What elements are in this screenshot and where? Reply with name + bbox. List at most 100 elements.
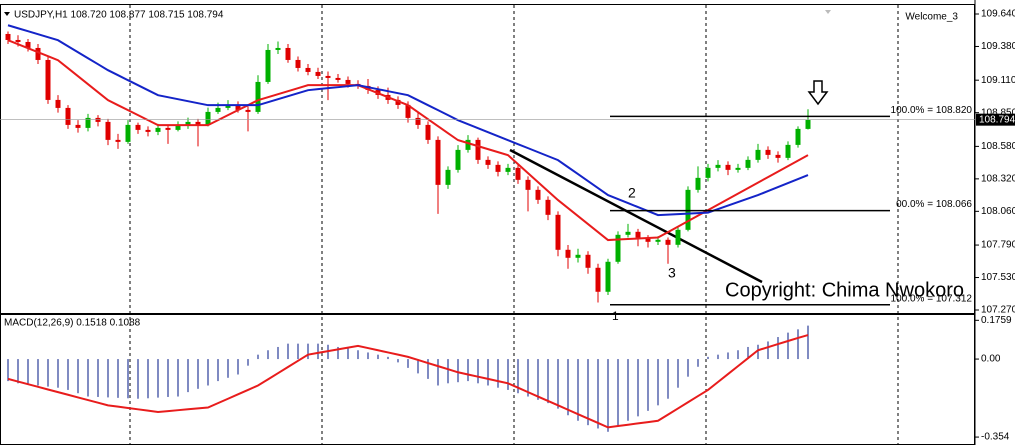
candle-body	[265, 49, 271, 82]
candle-body	[545, 199, 551, 215]
candle-body	[15, 39, 21, 42]
candle-body	[475, 139, 481, 160]
wave-label: 3	[668, 265, 676, 281]
signal-line	[7, 334, 809, 429]
y-tick-label: 0.1759	[981, 315, 1012, 326]
symbol-header: USDJPY,H1 108.720 108.877 108.715 108.79…	[14, 10, 224, 21]
candle-body	[125, 124, 131, 142]
candle-body	[425, 124, 431, 140]
candle-body	[745, 159, 751, 168]
candle-body	[645, 237, 651, 242]
candle-body	[495, 164, 501, 172]
y-tick-label: 108.060	[981, 206, 1015, 217]
candle-body	[25, 41, 31, 48]
candle-body	[315, 71, 321, 76]
scroll-marker	[825, 10, 831, 14]
candle-body	[655, 239, 661, 242]
candle-body	[405, 104, 411, 118]
candle-body	[715, 164, 721, 168]
y-tick-label: 107.530	[981, 272, 1015, 283]
candle-body	[535, 189, 541, 200]
candle-body	[795, 128, 801, 145]
candle-body	[805, 119, 811, 129]
price-tag	[976, 113, 1015, 126]
y-tick-label: -0.354	[981, 432, 1010, 443]
y-tick-label: 109.380	[981, 41, 1015, 52]
moving-average	[7, 24, 809, 217]
candle-body	[235, 104, 241, 110]
candle-body	[725, 164, 731, 170]
candle-body	[285, 47, 291, 60]
y-tick-label: 109.110	[981, 75, 1015, 86]
candle-body	[415, 117, 421, 125]
candle-body	[595, 267, 601, 292]
candle-body	[705, 167, 711, 178]
candle-body	[345, 79, 351, 84]
candle-body	[635, 231, 641, 238]
fib-label: 00.0% = 108.066	[896, 199, 972, 210]
candle-body	[445, 169, 451, 185]
candle-body	[295, 59, 301, 68]
candle-body	[515, 167, 521, 180]
trend-line	[509, 148, 763, 284]
candle-body	[165, 127, 171, 130]
candle-body	[205, 111, 211, 125]
candle-body	[455, 149, 461, 170]
candle-body	[695, 177, 701, 190]
price-tag-label: 108.794	[979, 114, 1015, 125]
fib-label: 100.0% = 108.820	[891, 105, 973, 116]
candle-body	[75, 124, 81, 128]
candle-body	[215, 107, 221, 112]
y-tick-label: 0.00	[981, 354, 1001, 365]
moving-average	[7, 39, 809, 242]
candle-body	[785, 144, 791, 158]
candle-body	[305, 67, 311, 72]
time-separators	[129, 5, 899, 445]
candle-body	[55, 99, 61, 108]
candle-body	[765, 149, 771, 155]
down-arrow	[807, 80, 829, 106]
candle-body	[335, 77, 341, 80]
candle-body	[35, 47, 41, 60]
candle-body	[735, 167, 741, 170]
candle-body	[225, 104, 231, 108]
candle-body	[105, 121, 111, 140]
y-tick-label: 108.320	[981, 173, 1015, 184]
wave-label: 2	[628, 185, 636, 201]
watermark: Copyright: Chima Nwokoro	[725, 279, 964, 301]
candle-body	[775, 154, 781, 158]
candle-body	[135, 124, 141, 130]
candle-body	[325, 75, 331, 78]
candle-body	[575, 254, 581, 258]
candle-body	[245, 109, 251, 112]
macd-title: MACD(12,26,9) 0.1518 0.1088	[4, 318, 141, 329]
candle-body	[485, 159, 491, 165]
candle-body	[85, 117, 91, 128]
candle-body	[255, 81, 261, 112]
candle-body	[675, 229, 681, 245]
candle-body	[605, 261, 611, 292]
candle-body	[145, 129, 151, 132]
y-tick-label: 107.790	[981, 240, 1015, 251]
candle-body	[155, 127, 161, 132]
y-tick-label: 107.270	[981, 305, 1015, 316]
candle-body	[5, 33, 11, 40]
candle-body	[115, 139, 121, 142]
candle-body	[465, 139, 471, 150]
wave-label: 1	[612, 309, 619, 323]
candle-body	[175, 125, 181, 130]
candle-body	[555, 214, 561, 250]
menu-triangle	[4, 12, 10, 16]
y-tick-label: 108.580	[981, 141, 1015, 152]
candle-body	[585, 254, 591, 268]
candle-body	[45, 59, 51, 100]
candle-body	[625, 231, 631, 235]
y-tick-label: 108.850	[981, 107, 1015, 118]
fib-label: 100.0% = 107.312	[891, 293, 973, 304]
account-name: Welcome_3	[905, 12, 958, 23]
candle-body	[65, 107, 71, 125]
candle-body	[505, 167, 511, 172]
candle-body	[665, 239, 671, 245]
candle-body	[195, 121, 201, 125]
